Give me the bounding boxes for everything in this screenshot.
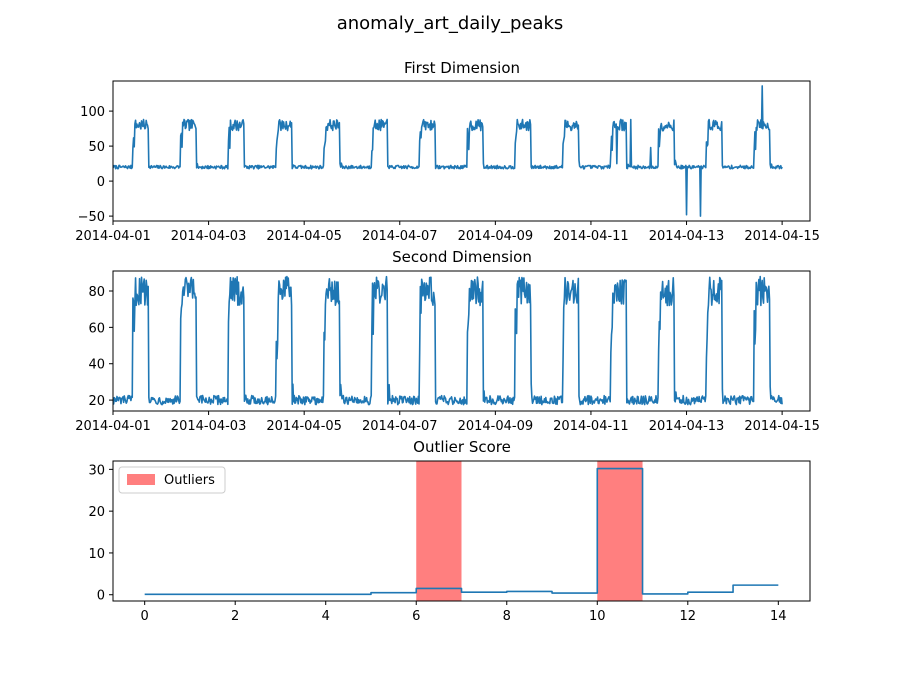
y-tick-label: 10 — [88, 547, 105, 562]
x-tick-label: 8 — [503, 609, 511, 624]
y-tick-label: 0 — [97, 589, 105, 604]
x-tick-label: 2 — [231, 609, 239, 624]
x-tick-label: 2014-04-07 — [362, 419, 438, 434]
x-tick-label: 2014-04-09 — [458, 229, 534, 244]
series-line-1 — [113, 85, 783, 217]
x-tick-label: 2014-04-11 — [553, 419, 629, 434]
axes-outlier-score: Outlier Score 0 2 4 6 8 10 12 14 0 10 20 30 Outliers — [88, 438, 811, 624]
x-tick-label: 2014-04-15 — [744, 419, 820, 434]
y-tick-label: 80 — [88, 285, 105, 300]
axes-title-outlier-score: Outlier Score — [413, 438, 511, 456]
x-tick-label: 2014-04-13 — [649, 229, 725, 244]
x-tick-label: 10 — [589, 609, 606, 624]
x-tick-label: 2014-04-09 — [458, 419, 534, 434]
axes-first-dimension: First Dimension 2014-04-01 2014-04-03 2014… — [75, 59, 820, 244]
x-tick-label: 14 — [770, 609, 787, 624]
axes-frame — [112, 460, 811, 602]
y-tick-label: 60 — [88, 321, 105, 336]
legend-frame — [118, 466, 226, 494]
axes-title-first-dimension: First Dimension — [404, 59, 520, 77]
axes-title-second-dimension: Second Dimension — [392, 248, 532, 266]
x-tick-label: 2014-04-01 — [75, 229, 151, 244]
outlier-span-1 — [597, 461, 643, 601]
x-tick-label: 2014-04-05 — [266, 229, 342, 244]
y-tick-label: 0 — [97, 175, 105, 190]
series-line-3 — [144, 467, 779, 596]
x-tick-label: 4 — [322, 609, 330, 624]
y-tick-label: 100 — [80, 105, 105, 120]
x-tick-label: 2014-04-15 — [744, 229, 820, 244]
y-tick-label: 20 — [88, 394, 105, 409]
y-tick-label: 20 — [88, 505, 105, 520]
y-tick-label: −50 — [78, 210, 105, 225]
axes-frame — [112, 80, 811, 222]
x-tick-label: 2014-04-03 — [171, 419, 247, 434]
x-tick-label: 12 — [680, 609, 697, 624]
axes-frame — [112, 270, 811, 412]
x-tick-label: 0 — [141, 609, 149, 624]
axes-second-dimension: Second Dimension 2014-04-01 2014-04-03 201… — [75, 248, 820, 434]
legend: Outliers — [118, 466, 226, 494]
x-tick-label: 2014-04-01 — [75, 419, 151, 434]
series-line-2 — [113, 275, 783, 406]
outlier-span-0 — [416, 461, 462, 601]
y-tick-label: 50 — [88, 140, 105, 155]
x-tick-label: 2014-04-11 — [553, 229, 629, 244]
figure-suptitle: anomaly_art_daily_peaks — [337, 13, 564, 34]
x-tick-label: 2014-04-05 — [266, 419, 342, 434]
legend-swatch-outliers — [127, 474, 155, 485]
y-tick-label: 40 — [88, 358, 105, 373]
y-tick-label: 30 — [88, 463, 105, 478]
x-tick-label: 6 — [412, 609, 420, 624]
x-tick-label: 2014-04-07 — [362, 229, 438, 244]
x-tick-label: 2014-04-13 — [649, 419, 725, 434]
legend-label-outliers: Outliers — [164, 473, 215, 488]
x-tick-label: 2014-04-03 — [171, 229, 247, 244]
